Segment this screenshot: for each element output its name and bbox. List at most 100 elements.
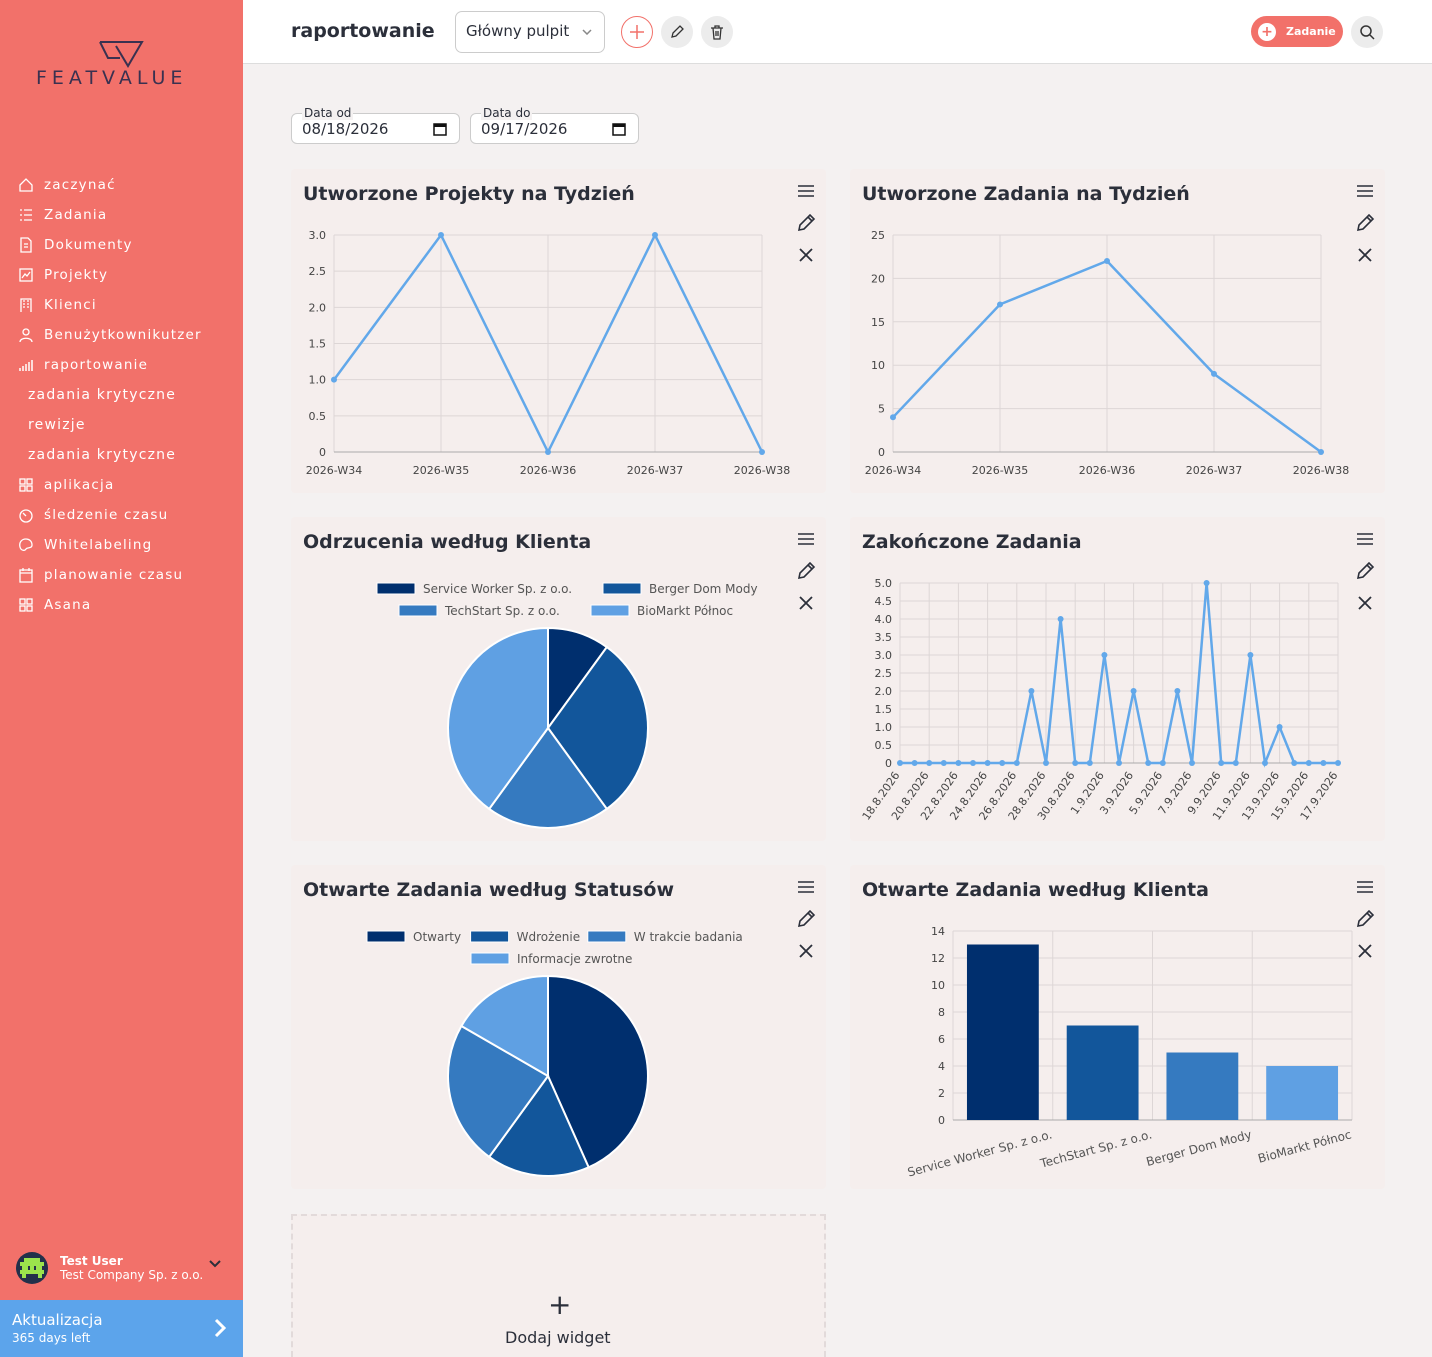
- data-point[interactable]: [759, 449, 765, 455]
- pencil-icon[interactable]: [1355, 561, 1375, 581]
- drag-handle-icon[interactable]: [796, 877, 816, 897]
- sidebar-item[interactable]: zaczynać: [0, 170, 243, 200]
- data-point[interactable]: [652, 232, 658, 238]
- data-point[interactable]: [1318, 449, 1324, 455]
- date-to-field[interactable]: Data do 09/17/2026: [470, 106, 639, 144]
- legend-swatch[interactable]: [470, 930, 510, 943]
- date-from-field[interactable]: Data od 08/18/2026: [291, 106, 460, 144]
- data-point[interactable]: [1072, 760, 1079, 766]
- upgrade-banner[interactable]: Aktualizacja 365 days left: [0, 1300, 243, 1357]
- data-point[interactable]: [940, 760, 947, 766]
- data-point[interactable]: [1305, 760, 1312, 766]
- legend-label[interactable]: Otwarty: [413, 930, 461, 944]
- legend-label[interactable]: W trakcie badania: [634, 930, 743, 944]
- pie-slice[interactable]: [447, 1024, 550, 1159]
- data-point[interactable]: [911, 760, 918, 766]
- data-point[interactable]: [1335, 760, 1341, 766]
- legend-swatch[interactable]: [587, 930, 627, 943]
- drag-handle-icon[interactable]: [1355, 529, 1375, 549]
- sidebar-item[interactable]: aplikacja: [0, 470, 243, 500]
- edit-dashboard-button[interactable]: [661, 16, 693, 48]
- pencil-icon[interactable]: [1355, 213, 1375, 233]
- data-point[interactable]: [1104, 258, 1110, 265]
- close-icon[interactable]: [1355, 593, 1375, 613]
- user-menu[interactable]: Test User Test Company Sp. z o.o.: [16, 1250, 231, 1286]
- data-point[interactable]: [997, 301, 1003, 308]
- sidebar-item[interactable]: raportowanie: [0, 350, 243, 380]
- add-task-button[interactable]: + Zadanie: [1251, 16, 1343, 47]
- data-point[interactable]: [1013, 760, 1020, 766]
- legend-label[interactable]: Informacje zwrotne: [517, 952, 632, 966]
- add-dashboard-button[interactable]: [621, 16, 653, 48]
- data-point[interactable]: [1276, 724, 1283, 730]
- calendar-icon[interactable]: [433, 122, 447, 136]
- close-icon[interactable]: [1355, 245, 1375, 265]
- data-point[interactable]: [1174, 688, 1181, 694]
- data-point[interactable]: [955, 760, 962, 766]
- drag-handle-icon[interactable]: [796, 181, 816, 201]
- data-point[interactable]: [897, 760, 903, 766]
- sidebar-item[interactable]: planowanie czasu: [0, 560, 243, 590]
- data-point[interactable]: [1159, 760, 1166, 766]
- data-point[interactable]: [1028, 688, 1035, 694]
- data-point[interactable]: [1232, 760, 1239, 766]
- calendar-icon[interactable]: [612, 122, 626, 136]
- sidebar-item[interactable]: zadania krytyczne: [0, 440, 243, 470]
- data-point[interactable]: [984, 760, 991, 766]
- legend-label[interactable]: Berger Dom Mody: [649, 582, 758, 596]
- sidebar-item[interactable]: Benużytkownikutzer: [0, 320, 243, 350]
- data-point[interactable]: [1130, 688, 1137, 694]
- bar[interactable]: [1166, 1052, 1239, 1121]
- legend-label[interactable]: Wdrożenie: [517, 930, 581, 944]
- drag-handle-icon[interactable]: [796, 529, 816, 549]
- legend-swatch[interactable]: [376, 582, 416, 595]
- data-point[interactable]: [545, 449, 551, 455]
- close-icon[interactable]: [796, 941, 816, 961]
- legend-label[interactable]: TechStart Sp. z o.o.: [444, 604, 560, 618]
- data-point[interactable]: [1247, 652, 1254, 658]
- pie-slice[interactable]: [487, 726, 609, 829]
- legend-label[interactable]: BioMarkt Północ: [637, 604, 733, 618]
- pencil-icon[interactable]: [796, 213, 816, 233]
- legend-swatch[interactable]: [470, 952, 510, 965]
- pie-slice[interactable]: [487, 1074, 590, 1177]
- data-point[interactable]: [1116, 760, 1122, 766]
- data-point[interactable]: [890, 414, 896, 421]
- delete-dashboard-button[interactable]: [701, 16, 733, 48]
- sidebar-item[interactable]: zadania krytyczne: [0, 380, 243, 410]
- data-point[interactable]: [926, 760, 933, 766]
- sidebar-item[interactable]: Klienci: [0, 290, 243, 320]
- data-point[interactable]: [1203, 580, 1210, 586]
- sidebar-item[interactable]: Zadania: [0, 200, 243, 230]
- data-point[interactable]: [1291, 760, 1298, 766]
- legend-swatch[interactable]: [398, 604, 438, 617]
- data-point[interactable]: [1211, 370, 1217, 377]
- pie-slice[interactable]: [547, 974, 649, 1169]
- data-point[interactable]: [1057, 616, 1064, 622]
- sidebar-item[interactable]: Projekty: [0, 260, 243, 290]
- close-icon[interactable]: [796, 245, 816, 265]
- legend-label[interactable]: Service Worker Sp. z o.o.: [423, 582, 572, 596]
- data-point[interactable]: [331, 376, 337, 383]
- data-point[interactable]: [1262, 760, 1268, 766]
- data-point[interactable]: [1218, 760, 1225, 766]
- sidebar-item[interactable]: Asana: [0, 590, 243, 620]
- add-widget-button[interactable]: + Dodaj widget: [291, 1214, 826, 1357]
- pie-slice[interactable]: [460, 974, 549, 1078]
- bar[interactable]: [1066, 1025, 1139, 1121]
- close-icon[interactable]: [796, 593, 816, 613]
- dashboard-select[interactable]: Główny pulpit: [455, 11, 605, 53]
- bar[interactable]: [966, 944, 1039, 1121]
- data-point[interactable]: [1189, 760, 1195, 766]
- pie-slice[interactable]: [546, 645, 649, 811]
- data-point[interactable]: [1320, 760, 1327, 766]
- close-icon[interactable]: [1355, 941, 1375, 961]
- data-point[interactable]: [438, 232, 444, 238]
- pencil-icon[interactable]: [796, 561, 816, 581]
- sidebar-item[interactable]: Dokumenty: [0, 230, 243, 260]
- pencil-icon[interactable]: [796, 909, 816, 929]
- featvalue-logo[interactable]: FEATVALUE: [36, 40, 211, 90]
- sidebar-item[interactable]: rewizje: [0, 410, 243, 440]
- data-point[interactable]: [1086, 760, 1093, 766]
- legend-swatch[interactable]: [602, 582, 642, 595]
